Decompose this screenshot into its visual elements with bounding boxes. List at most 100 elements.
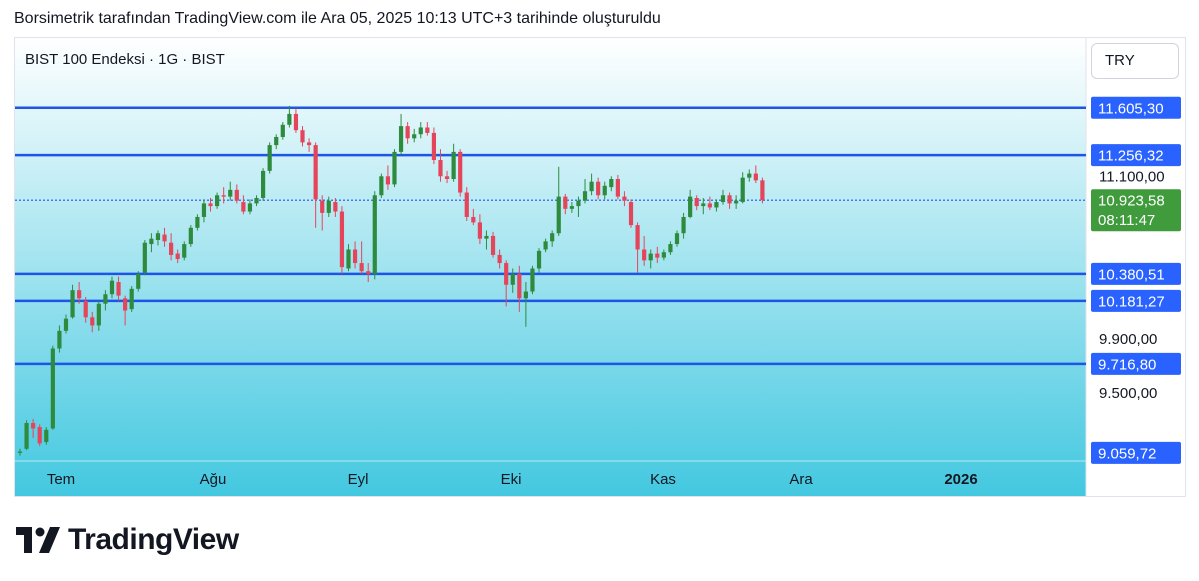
currency-button[interactable]: TRY	[1091, 43, 1179, 79]
candle-body	[550, 233, 555, 242]
candle	[90, 311, 95, 333]
horizontal-levels	[15, 106, 1086, 366]
last-price-countdown: 08:11:47	[1098, 212, 1155, 229]
candle	[576, 196, 581, 217]
candle	[405, 122, 410, 144]
candle	[247, 199, 253, 215]
candle	[385, 165, 391, 190]
candle-body	[162, 234, 167, 242]
candle	[195, 214, 200, 231]
candle-body	[681, 216, 686, 234]
candle-body	[201, 203, 207, 217]
candle-body	[188, 227, 193, 245]
candle	[589, 173, 594, 196]
candle	[707, 196, 712, 211]
candle	[182, 241, 187, 261]
time-axis-label: Kas	[650, 471, 676, 488]
candle	[648, 249, 653, 269]
candle-body	[274, 136, 279, 146]
candle-body	[661, 252, 666, 258]
candle	[77, 282, 82, 304]
candle-body	[352, 249, 358, 264]
candle	[313, 142, 318, 228]
candle-body	[523, 291, 528, 299]
candle-body	[438, 160, 443, 177]
candle-body	[221, 195, 226, 197]
candle-body	[490, 235, 496, 255]
candle-body	[760, 180, 765, 201]
candle	[569, 202, 574, 213]
candle-body	[90, 317, 95, 326]
candle-body	[31, 423, 36, 429]
candle	[582, 179, 588, 204]
candle	[451, 143, 456, 182]
candle-body	[50, 348, 55, 429]
candle	[241, 195, 246, 215]
candle-body	[169, 242, 174, 255]
candle-body	[313, 145, 318, 200]
candle	[320, 195, 325, 231]
candle-body	[103, 294, 108, 304]
candle-body	[116, 282, 121, 296]
candle-body	[602, 185, 607, 196]
candle	[188, 225, 193, 247]
candle-body	[714, 202, 719, 208]
price-tag-text: 9.059,72	[1098, 445, 1156, 462]
candle	[510, 268, 515, 293]
candle	[642, 235, 647, 266]
candle-body	[346, 249, 351, 269]
candle	[326, 196, 331, 217]
candle	[760, 177, 765, 204]
candle	[379, 173, 384, 198]
candle	[694, 195, 699, 211]
tradingview-logo[interactable]: TradingView	[16, 522, 239, 558]
candle	[254, 195, 259, 207]
candle	[339, 206, 345, 274]
level-price-tag-text: 11.256,32	[1098, 148, 1164, 165]
candle-body	[228, 189, 233, 197]
candle-body	[431, 132, 437, 161]
candle	[668, 241, 673, 255]
candle-body	[563, 196, 568, 209]
last-price-tag: 10.923,58 08:11:47	[1091, 189, 1181, 232]
candle	[142, 240, 147, 276]
candle-body	[464, 192, 469, 217]
candle	[530, 265, 535, 295]
candle-body	[44, 429, 49, 443]
time-axis-label: Tem	[47, 471, 75, 488]
chart-caption: Borsimetrik tarafından TradingView.com i…	[14, 10, 661, 27]
candle-body	[247, 203, 253, 212]
tradingview-logo-icon	[16, 527, 60, 553]
level-price-tag-bg	[1091, 262, 1181, 285]
candle	[497, 249, 502, 269]
time-axis-label: Ara	[789, 471, 813, 488]
candle-body	[734, 200, 739, 204]
candle-body	[339, 211, 345, 268]
candle	[136, 271, 141, 292]
price-axis-label: 9.900,00	[1099, 331, 1157, 348]
candle-body	[576, 200, 581, 207]
candle	[550, 230, 555, 247]
candle	[635, 222, 640, 273]
candle-body	[24, 423, 29, 449]
candle-body	[392, 151, 397, 185]
candle-body	[17, 451, 23, 453]
candle-body	[293, 113, 299, 131]
candle	[477, 214, 482, 245]
candle	[17, 448, 23, 456]
time-axis-label: Ağu	[200, 471, 227, 488]
candle	[129, 286, 134, 312]
candle-body	[444, 176, 450, 179]
chart-panel[interactable]: 11.100,00 9.900,00 9.500,00 11.605,30 11.256…	[14, 37, 1186, 497]
price-tag: 9.059,72	[1091, 441, 1181, 464]
candle-body	[385, 176, 391, 185]
candle-body	[530, 268, 535, 292]
candle-body	[234, 189, 239, 201]
candle-body	[425, 127, 430, 133]
candlestick-chart[interactable]: 11.100,00 9.900,00 9.500,00 11.605,30 11.256…	[15, 38, 1185, 496]
time-axis-label: 2026	[944, 471, 977, 488]
candle	[109, 276, 115, 299]
candle-body	[241, 202, 246, 212]
level-price-tag-bg	[1091, 144, 1181, 167]
candle	[260, 168, 266, 201]
